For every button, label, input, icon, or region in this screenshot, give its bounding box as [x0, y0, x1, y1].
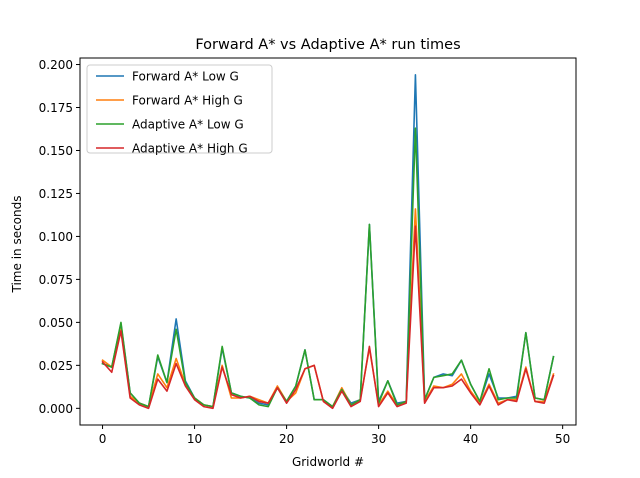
y-tick-label: 0.100 [39, 230, 73, 244]
legend-entry-label: Forward A* High G [132, 94, 243, 108]
axes-frame [79, 57, 577, 426]
y-tick-label: 0.150 [39, 144, 73, 158]
plot-area [79, 57, 577, 426]
legend: Forward A* Low G Forward A* High G Adaptiv… [86, 64, 273, 156]
y-tick-label: 0.000 [39, 402, 73, 416]
x-axis-label: Gridworld # [292, 455, 364, 469]
x-tick-label: 30 [371, 432, 386, 446]
legend-entry-label: Forward A* Low G [132, 70, 239, 84]
x-tick-label: 0 [99, 432, 107, 446]
y-tick-label: 0.175 [39, 101, 73, 115]
y-axis-label: Time in seconds [10, 196, 24, 294]
legend-box [86, 64, 273, 154]
legend-entry-label: Adaptive A* Low G [132, 118, 244, 132]
x-tick-label: 10 [187, 432, 202, 446]
y-axis: 0.000 0.025 0.050 0.075 0.100 0.125 0.150 0.175… [39, 58, 80, 416]
legend-entry-label: Adaptive A* High G [132, 142, 248, 156]
y-tick-label: 0.050 [39, 316, 73, 330]
x-tick-label: 20 [279, 432, 294, 446]
y-tick-label: 0.125 [39, 187, 73, 201]
y-tick-label: 0.025 [39, 359, 73, 373]
y-tick-label: 0.075 [39, 273, 73, 287]
series-line-3 [101, 127, 555, 408]
x-tick-label: 50 [555, 432, 570, 446]
chart-title: Forward A* vs Adaptive A* run times [195, 37, 460, 53]
x-axis: 0 10 20 30 40 50 [99, 425, 570, 446]
series-layer [101, 74, 555, 410]
y-tick-label: 0.200 [39, 58, 73, 72]
series-line-4 [101, 225, 555, 410]
x-tick-label: 40 [463, 432, 478, 446]
